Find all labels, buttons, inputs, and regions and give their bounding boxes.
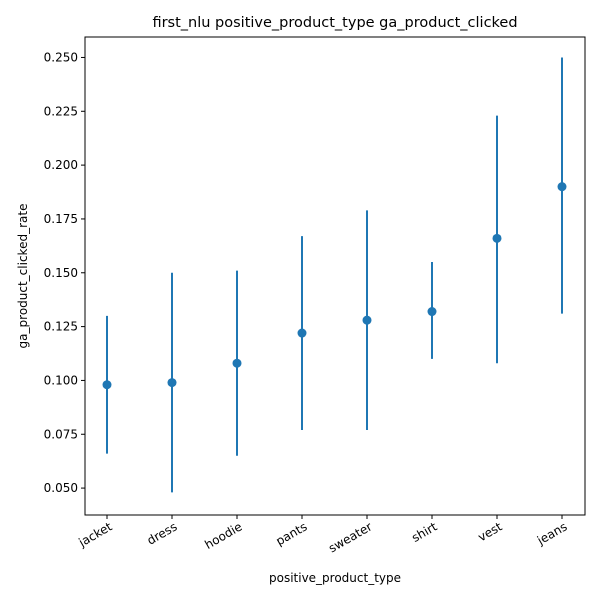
- data-point: [492, 233, 502, 243]
- y-tick-label: 0.200: [44, 158, 78, 172]
- y-tick-label: 0.075: [44, 427, 78, 441]
- y-tick-label: 0.225: [44, 104, 78, 118]
- y-tick-label: 0.175: [44, 212, 78, 226]
- data-point: [297, 328, 307, 338]
- plot-area: 0.050 0.075 0.100 0.125 0.150 0.175 0.200 0.225…: [44, 50, 570, 555]
- chart-title: first_nlu positive_product_type ga_produ…: [152, 15, 517, 31]
- x-tick-label: pants: [273, 519, 309, 548]
- x-axis-label: positive_product_type: [269, 571, 401, 585]
- y-tick-label: 0.250: [44, 50, 78, 64]
- data-point: [232, 358, 242, 368]
- x-tick-label: vest: [475, 519, 504, 544]
- y-tick-label: 0.150: [44, 266, 78, 280]
- data-point: [102, 380, 112, 390]
- data-point: [362, 315, 372, 325]
- x-tick-label: dress: [145, 519, 180, 547]
- y-tick-label: 0.125: [44, 320, 78, 334]
- data-point: [167, 378, 177, 388]
- x-tick-label: shirt: [409, 519, 439, 545]
- data-point: [557, 182, 567, 192]
- x-tick-label: sweater: [326, 519, 374, 555]
- x-tick-label: jacket: [76, 519, 115, 550]
- y-axis-label: ga_product_clicked_rate: [16, 204, 30, 349]
- y-tick-label: 0.100: [44, 373, 78, 387]
- plot-frame: [84, 36, 586, 516]
- data-point: [427, 307, 437, 317]
- x-tick-label: hoodie: [202, 519, 244, 551]
- x-tick-label: jeans: [534, 519, 570, 548]
- y-tick-label: 0.050: [44, 481, 78, 495]
